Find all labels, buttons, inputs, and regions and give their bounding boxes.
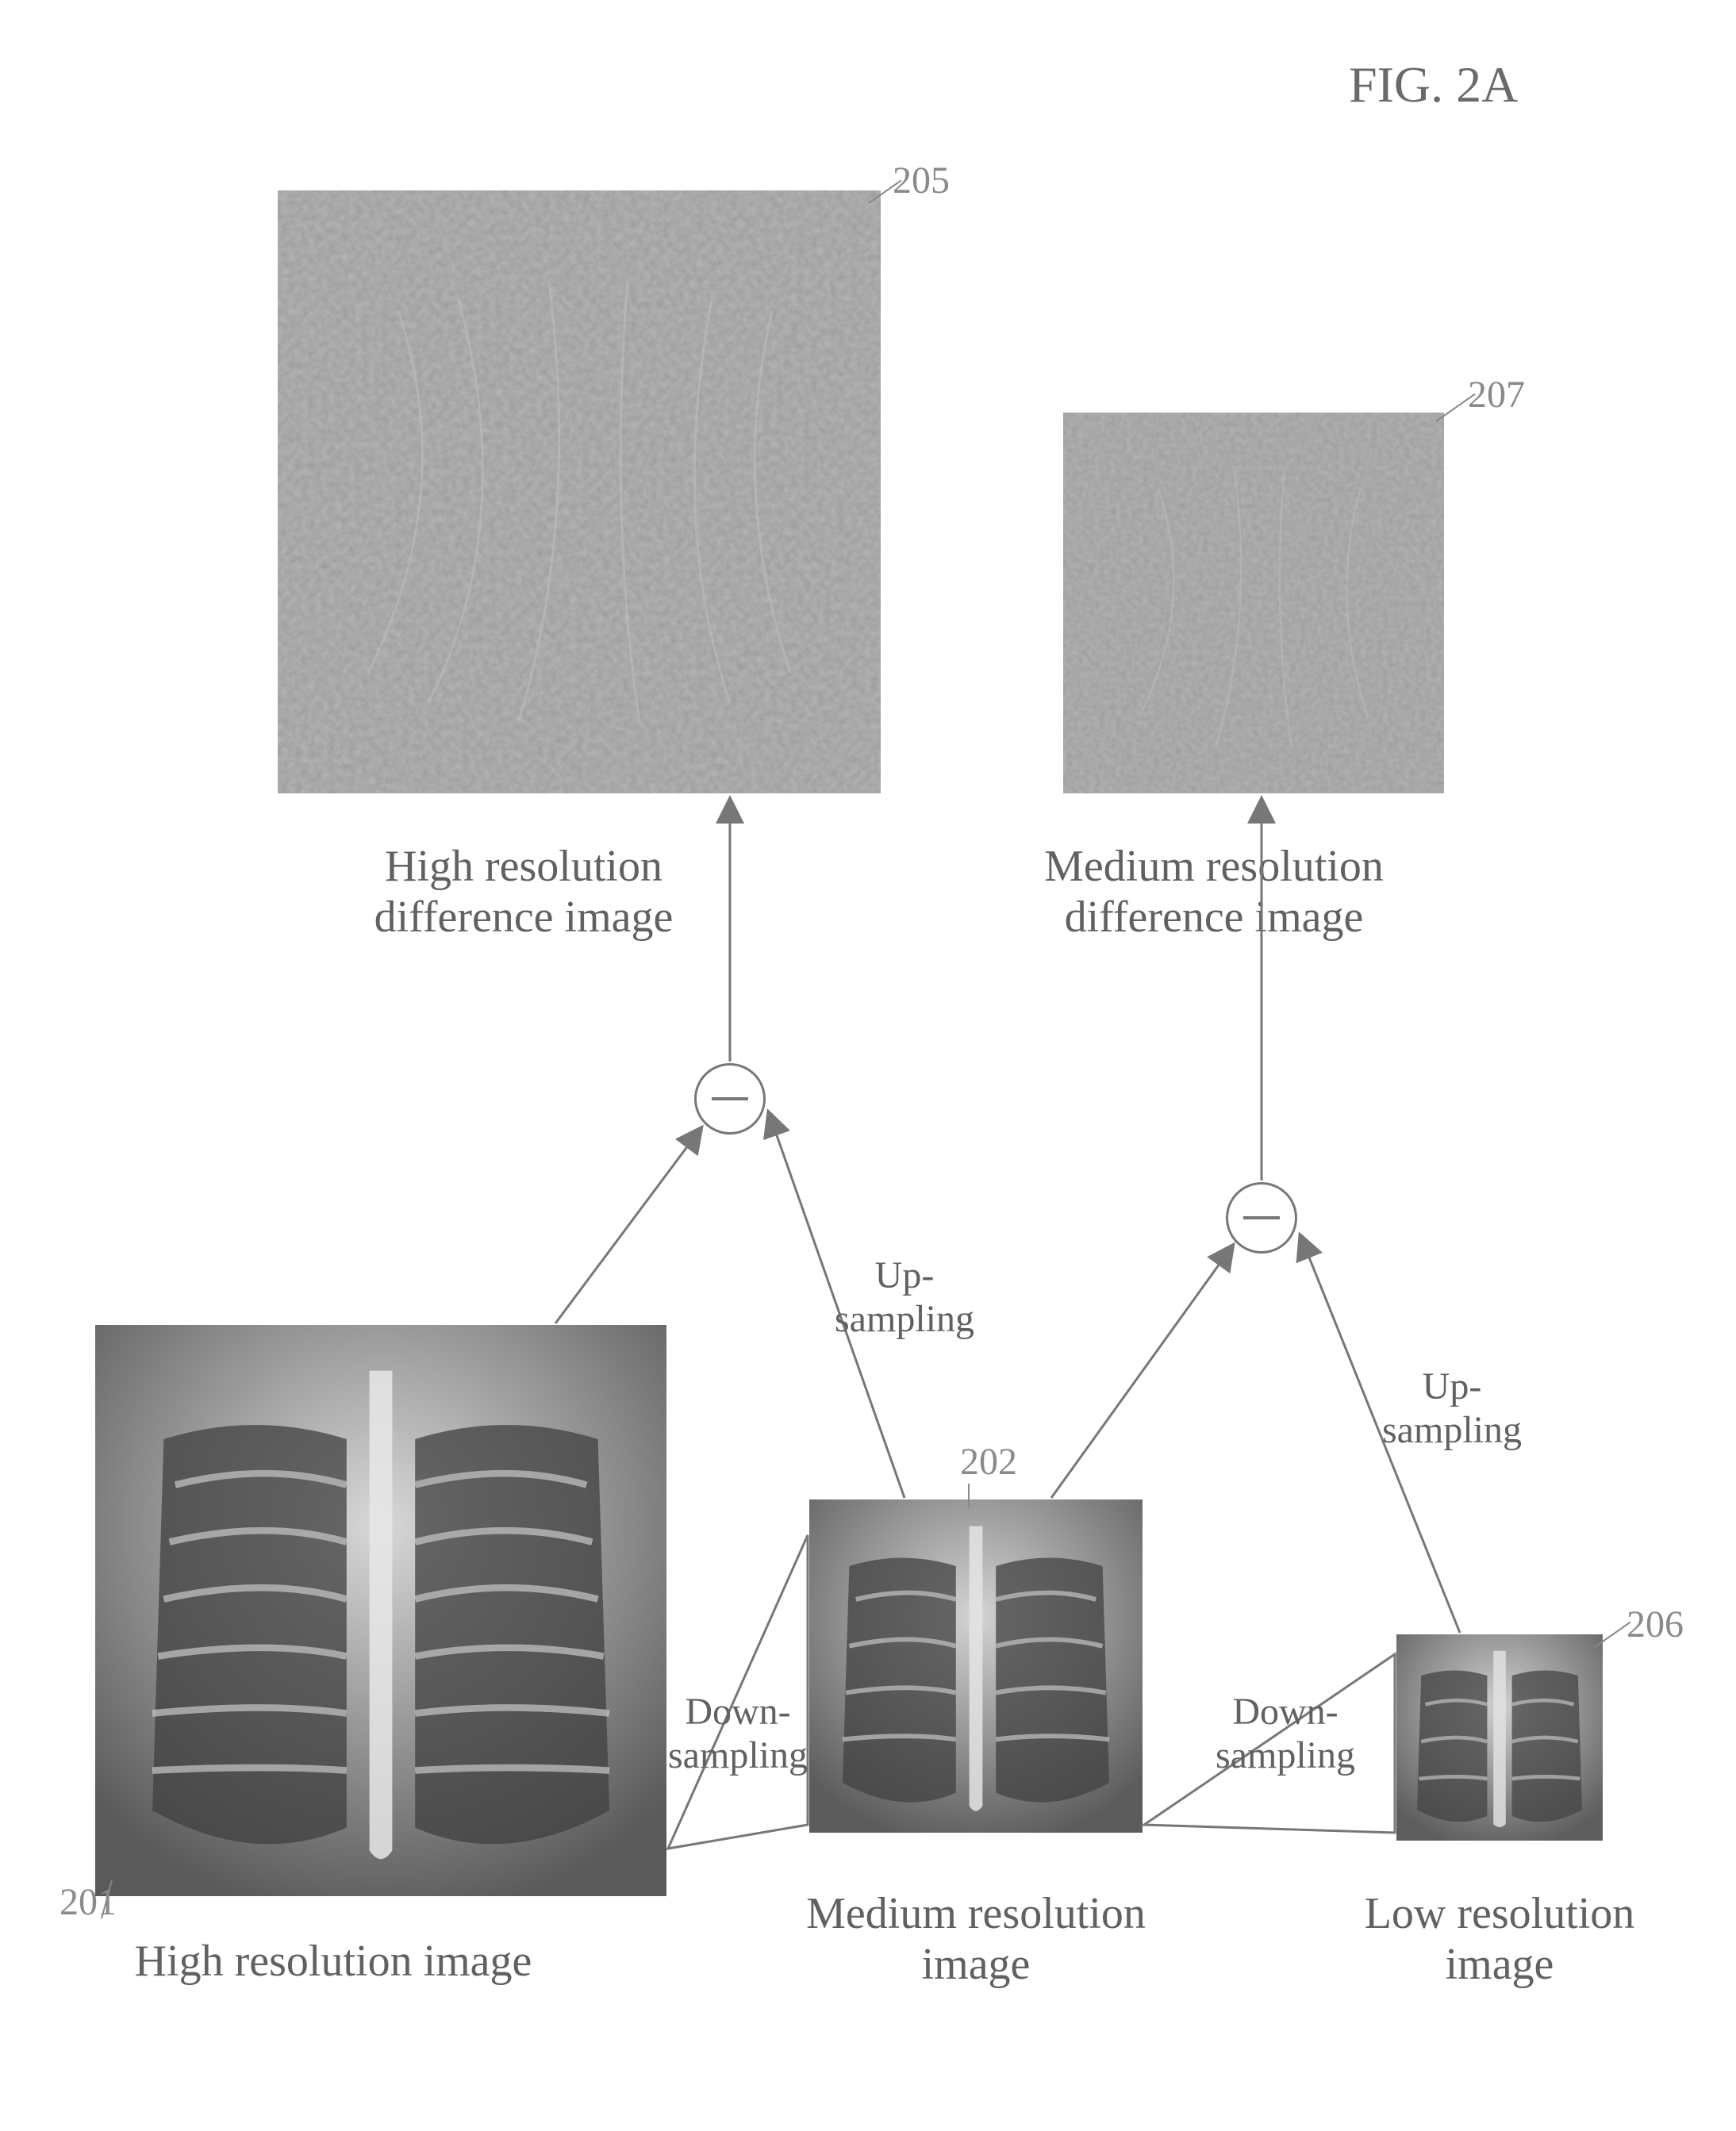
downsampling-label-1: Down- sampling	[668, 1690, 808, 1777]
downsampling-label-2: Down- sampling	[1216, 1690, 1355, 1777]
upsampling-label-2: Up- sampling	[1382, 1365, 1522, 1452]
flow-arrows	[0, 0, 1736, 2131]
upsampling-label-1: Up- sampling	[835, 1254, 974, 1341]
